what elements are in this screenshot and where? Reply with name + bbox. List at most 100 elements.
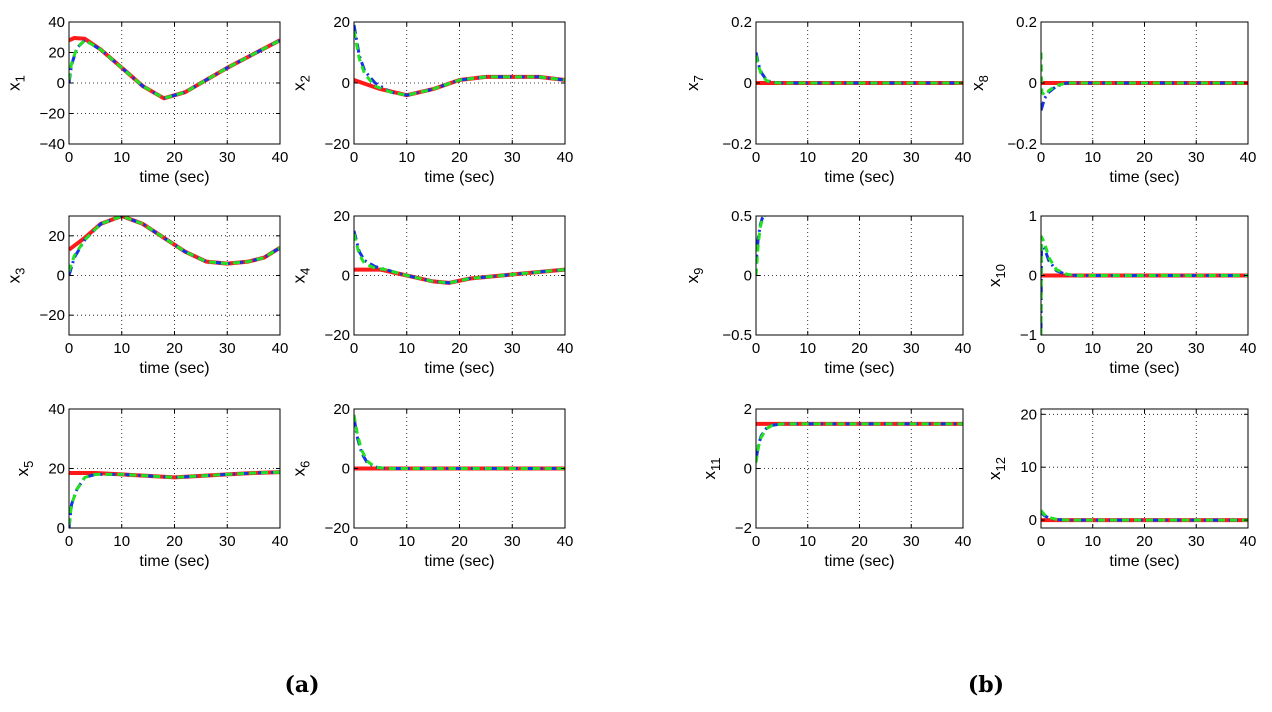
series-line-green [1041, 52, 1248, 97]
series-group [1041, 235, 1248, 335]
x-tick-label: 20 [1136, 533, 1153, 550]
x-tick-label: 40 [557, 149, 574, 166]
x-axis-label: time (sec) [824, 360, 894, 377]
y-axis-label-main: x [985, 278, 1004, 287]
y-tick-label: −0.2 [1007, 136, 1037, 153]
series-group [69, 470, 280, 528]
series-group [756, 421, 963, 463]
x-tick-label: 40 [1240, 149, 1257, 166]
y-tick-label: 20 [48, 461, 65, 478]
axes-box [755, 215, 964, 336]
x-tick-label: 0 [350, 340, 358, 357]
x-tick-label: 40 [955, 149, 972, 166]
series-group [756, 216, 766, 276]
y-axis-label-main: x [290, 467, 309, 476]
y-axis-label: x9 [683, 268, 706, 284]
y-tick-label: −40 [40, 136, 65, 153]
y-tick-label: 40 [48, 14, 65, 31]
axes-box [1040, 408, 1249, 529]
series-line-green [69, 470, 280, 526]
y-tick-label: −2 [735, 520, 752, 537]
y-axis-label-main: x [290, 274, 309, 283]
x-tick-label: 10 [799, 533, 816, 550]
y-axis-label: x3 [5, 268, 28, 284]
y-axis-label-subscript: 2 [298, 75, 313, 82]
series-group [756, 52, 963, 85]
y-axis-label: x6 [290, 461, 313, 477]
series-group [354, 230, 565, 285]
x-tick-label: 0 [350, 533, 358, 550]
y-tick-label: −20 [40, 307, 65, 324]
x-tick-label: 0 [752, 340, 760, 357]
x-axis-label: time (sec) [139, 360, 209, 377]
y-tick-label: 0 [1029, 75, 1037, 92]
y-axis-label: x11 [700, 458, 723, 480]
y-axis-label: x10 [985, 264, 1008, 287]
y-tick-label: −0.5 [722, 327, 752, 344]
y-axis-label-main: x [683, 274, 702, 283]
x-tick-label: 40 [557, 340, 574, 357]
x-tick-label: 10 [1084, 149, 1101, 166]
x-tick-label: 30 [1188, 149, 1205, 166]
x-tick-label: 40 [955, 340, 972, 357]
x-tick-label: 20 [166, 149, 183, 166]
y-axis-label-subscript: 10 [993, 264, 1008, 278]
y-tick-label: 0 [744, 461, 752, 478]
x-tick-label: 40 [955, 533, 972, 550]
x-tick-label: 20 [451, 533, 468, 550]
x-tick-label: 30 [504, 533, 521, 550]
y-tick-label: 0.2 [1016, 14, 1037, 31]
x-tick-label: 40 [557, 533, 574, 550]
y-tick-label: 0 [57, 520, 65, 537]
x-tick-label: 0 [752, 533, 760, 550]
y-axis-label: x12 [985, 457, 1008, 480]
series-line-green [354, 233, 565, 285]
x-tick-label: 0 [65, 340, 73, 357]
series-line-green [756, 55, 963, 85]
x-tick-label: 0 [1037, 149, 1045, 166]
y-tick-label: 20 [333, 401, 350, 418]
x-tick-label: 30 [903, 533, 920, 550]
subplot-x1: 0 10 20 30 40 −40 −20 0 20 40 time (sec) x1 [5, 14, 289, 186]
y-tick-label: 20 [333, 208, 350, 225]
x-tick-label: 20 [451, 340, 468, 357]
axes-box [68, 215, 281, 336]
series-line-blue [69, 470, 280, 528]
y-axis-label-subscript: 3 [13, 268, 28, 275]
x-tick-label: 30 [504, 149, 521, 166]
y-axis-label-main: x [968, 82, 987, 91]
y-tick-label: 0 [342, 268, 350, 285]
y-axis-label-main: x [683, 82, 702, 91]
x-tick-label: 30 [219, 149, 236, 166]
x-tick-label: 40 [272, 533, 289, 550]
x-axis-label: time (sec) [424, 169, 494, 186]
y-tick-label: 10 [1020, 459, 1037, 476]
y-tick-label: −20 [325, 520, 350, 537]
y-axis-label: x5 [13, 461, 36, 477]
y-axis-label: x2 [290, 75, 313, 91]
series-line-blue [1041, 244, 1248, 333]
x-tick-label: 20 [1136, 149, 1153, 166]
y-tick-label: −20 [325, 136, 350, 153]
y-axis-label-main: x [13, 467, 32, 476]
x-tick-label: 20 [851, 533, 868, 550]
x-axis-label: time (sec) [1109, 169, 1179, 186]
y-axis-label-subscript: 7 [691, 75, 706, 82]
series-line-green [354, 30, 565, 97]
x-tick-label: 10 [1084, 340, 1101, 357]
y-axis-label-subscript: 4 [298, 268, 313, 275]
x-tick-label: 10 [113, 149, 130, 166]
series-group [1041, 52, 1248, 111]
x-axis-label: time (sec) [139, 553, 209, 570]
y-tick-label: 40 [48, 401, 65, 418]
y-tick-label: 0 [744, 75, 752, 92]
series-group [69, 216, 280, 276]
series-group [354, 24, 565, 98]
y-tick-label: 20 [48, 45, 65, 62]
